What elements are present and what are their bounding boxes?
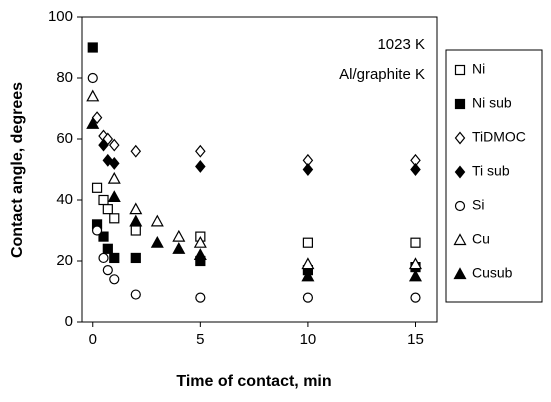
marker	[108, 138, 120, 152]
x-tick-label: 10	[300, 331, 317, 348]
marker	[102, 243, 113, 254]
annotation: 1023 K	[377, 36, 425, 53]
legend-label: Cusub	[472, 265, 513, 281]
marker	[130, 289, 141, 300]
legend-label: TiDMOC	[472, 129, 526, 145]
marker	[91, 111, 103, 125]
marker	[302, 237, 314, 248]
y-tick-label: 100	[48, 8, 73, 25]
plot-frame	[81, 16, 438, 323]
marker	[98, 231, 109, 242]
marker	[301, 257, 315, 270]
x-tick-label: 15	[407, 331, 424, 348]
marker	[102, 204, 113, 215]
marker	[91, 225, 103, 236]
x-axis-label: Time of contact, min	[176, 373, 331, 390]
marker	[107, 190, 121, 203]
marker	[86, 117, 100, 129]
y-tick-label: 20	[56, 252, 73, 269]
marker	[408, 269, 422, 282]
x-tick-label: 5	[196, 331, 204, 348]
marker	[453, 233, 467, 246]
y-tick-label: 0	[65, 313, 73, 330]
marker	[130, 144, 142, 158]
marker	[410, 292, 421, 303]
legend-label: Cu	[472, 231, 490, 247]
marker	[410, 163, 421, 176]
marker	[454, 98, 466, 110]
marker	[130, 225, 141, 236]
marker	[150, 235, 164, 248]
y-tick-label: 80	[56, 69, 73, 86]
marker	[302, 292, 314, 303]
marker	[408, 257, 422, 270]
marker	[454, 200, 466, 212]
marker	[454, 64, 466, 76]
marker	[195, 160, 206, 173]
marker	[107, 171, 121, 184]
marker	[454, 165, 466, 179]
y-axis-label: Contact angle, degrees	[9, 82, 26, 258]
marker	[98, 194, 109, 206]
y-tick-label: 40	[56, 191, 73, 208]
x-tick-label: 0	[89, 331, 97, 348]
marker	[91, 182, 103, 193]
marker	[98, 252, 109, 264]
marker	[129, 214, 143, 227]
legend-label: Ti sub	[472, 163, 510, 179]
marker	[193, 235, 207, 248]
marker	[102, 265, 113, 276]
marker	[302, 163, 314, 176]
marker	[87, 72, 98, 84]
marker	[195, 292, 206, 303]
marker	[87, 42, 98, 53]
legend-label: Ni sub	[472, 95, 512, 111]
marker	[301, 269, 315, 282]
y-tick-label: 60	[56, 130, 73, 147]
marker	[150, 214, 164, 227]
marker	[172, 242, 186, 254]
marker	[109, 252, 120, 264]
marker	[108, 156, 120, 170]
marker	[410, 237, 421, 248]
legend-label: Ni	[472, 61, 485, 77]
marker	[130, 252, 141, 264]
marker	[129, 202, 143, 215]
marker	[109, 274, 120, 285]
marker	[172, 229, 186, 242]
marker	[454, 131, 466, 145]
marker	[98, 138, 109, 152]
marker	[109, 213, 120, 224]
marker	[453, 267, 467, 280]
marker	[195, 144, 206, 158]
legend-label: Si	[472, 197, 484, 213]
marker	[193, 248, 207, 260]
annotation: Al/graphite K	[339, 66, 425, 83]
marker	[86, 89, 100, 102]
